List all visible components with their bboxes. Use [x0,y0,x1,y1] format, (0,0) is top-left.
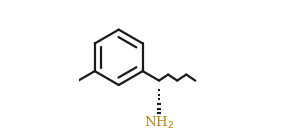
Text: NH$_2$: NH$_2$ [144,115,174,131]
